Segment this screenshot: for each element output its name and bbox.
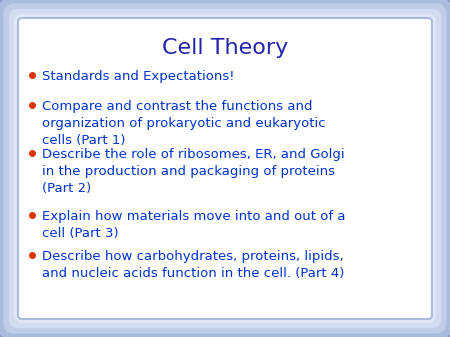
Text: Describe how carbohydrates, proteins, lipids,
and nucleic acids function in the : Describe how carbohydrates, proteins, li… [42, 250, 344, 280]
Text: Cell Theory: Cell Theory [162, 38, 288, 58]
Text: Compare and contrast the functions and
organization of prokaryotic and eukaryoti: Compare and contrast the functions and o… [42, 100, 326, 147]
Text: Standards and Expectations!: Standards and Expectations! [42, 70, 234, 83]
Text: Describe the role of ribosomes, ER, and Golgi
in the production and packaging of: Describe the role of ribosomes, ER, and … [42, 148, 345, 195]
Text: Explain how materials move into and out of a
cell (Part 3): Explain how materials move into and out … [42, 210, 346, 240]
FancyBboxPatch shape [18, 18, 432, 319]
